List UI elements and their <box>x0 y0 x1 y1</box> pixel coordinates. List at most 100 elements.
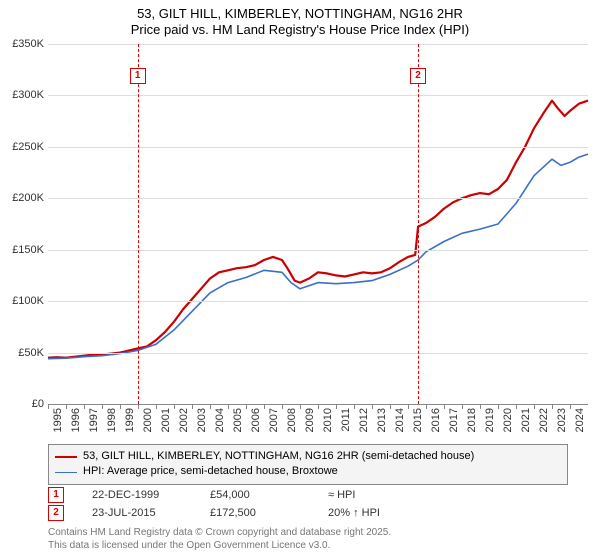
x-tick <box>156 404 157 409</box>
y-gridline <box>48 44 588 45</box>
title-line-2: Price paid vs. HM Land Registry's House … <box>0 22 600 38</box>
sales-row: 1 22-DEC-1999 £54,000 ≈ HPI <box>48 486 418 504</box>
x-axis-label: 2021 <box>520 408 532 432</box>
x-tick <box>228 404 229 409</box>
attribution-line-2: This data is licensed under the Open Gov… <box>48 539 391 552</box>
x-axis-label: 2020 <box>502 408 514 432</box>
x-tick <box>192 404 193 409</box>
x-tick <box>66 404 67 409</box>
y-gridline <box>48 353 588 354</box>
x-tick <box>318 404 319 409</box>
legend-row: HPI: Average price, semi-detached house,… <box>55 464 561 479</box>
x-tick <box>480 404 481 409</box>
x-axis-label: 2003 <box>196 408 208 432</box>
x-tick <box>264 404 265 409</box>
x-axis-label: 2011 <box>340 408 352 432</box>
x-tick <box>102 404 103 409</box>
x-tick <box>552 404 553 409</box>
x-axis-label: 2013 <box>376 408 388 432</box>
series-line <box>48 101 588 358</box>
title-block: 53, GILT HILL, KIMBERLEY, NOTTINGHAM, NG… <box>0 0 600 39</box>
x-axis-label: 2006 <box>250 408 262 432</box>
x-tick <box>336 404 337 409</box>
legend-label: 53, GILT HILL, KIMBERLEY, NOTTINGHAM, NG… <box>83 449 474 464</box>
x-axis-label: 2007 <box>268 408 280 432</box>
x-axis-label: 1999 <box>124 408 136 432</box>
x-tick <box>570 404 571 409</box>
x-tick <box>498 404 499 409</box>
line-series-svg <box>48 44 588 404</box>
y-axis-label: £350K <box>0 38 44 50</box>
x-axis-label: 2001 <box>160 408 172 432</box>
sale-date: 22-DEC-1999 <box>92 489 182 501</box>
sale-price: £172,500 <box>210 507 300 519</box>
x-axis-label: 2002 <box>178 408 190 432</box>
y-gridline <box>48 198 588 199</box>
x-axis-label: 2022 <box>538 408 550 432</box>
x-axis-label: 1996 <box>70 408 82 432</box>
x-axis-label: 2004 <box>214 408 226 432</box>
attribution-line-1: Contains HM Land Registry data © Crown c… <box>48 526 391 539</box>
sales-row: 2 23-JUL-2015 £172,500 20% ↑ HPI <box>48 504 418 522</box>
x-tick <box>372 404 373 409</box>
x-axis-label: 2010 <box>322 408 334 432</box>
x-axis-label: 1998 <box>106 408 118 432</box>
x-tick <box>48 404 49 409</box>
x-tick <box>174 404 175 409</box>
chart-plot-area: £0£50K£100K£150K£200K£250K£300K£350K1995… <box>48 44 588 404</box>
x-axis-label: 2005 <box>232 408 244 432</box>
x-tick <box>408 404 409 409</box>
sale-marker-icon: 2 <box>48 505 64 521</box>
x-tick <box>138 404 139 409</box>
sales-table: 1 22-DEC-1999 £54,000 ≈ HPI 2 23-JUL-2015 £172… <box>48 486 418 522</box>
sale-marker: 1 <box>130 68 146 84</box>
y-axis-label: £150K <box>0 244 44 256</box>
x-tick <box>84 404 85 409</box>
x-axis-label: 2023 <box>556 408 568 432</box>
x-tick <box>300 404 301 409</box>
sale-vline <box>138 44 139 404</box>
x-tick <box>120 404 121 409</box>
sale-date: 23-JUL-2015 <box>92 507 182 519</box>
legend-swatch <box>55 456 77 458</box>
y-axis-label: £100K <box>0 295 44 307</box>
y-axis-label: £0 <box>0 398 44 410</box>
sale-vline <box>418 44 419 404</box>
x-axis-label: 2024 <box>574 408 586 432</box>
x-axis-label: 2017 <box>448 408 460 432</box>
x-axis-label: 2015 <box>412 408 424 432</box>
y-gridline <box>48 250 588 251</box>
title-line-1: 53, GILT HILL, KIMBERLEY, NOTTINGHAM, NG… <box>0 6 600 22</box>
x-tick <box>426 404 427 409</box>
x-tick <box>390 404 391 409</box>
x-axis-label: 2009 <box>304 408 316 432</box>
x-axis-label: 2008 <box>286 408 298 432</box>
y-axis-label: £300K <box>0 89 44 101</box>
x-tick <box>210 404 211 409</box>
sale-delta: ≈ HPI <box>328 489 418 501</box>
legend-box: 53, GILT HILL, KIMBERLEY, NOTTINGHAM, NG… <box>48 444 568 485</box>
x-axis-label: 2016 <box>430 408 442 432</box>
sale-marker-icon: 1 <box>48 487 64 503</box>
x-tick <box>354 404 355 409</box>
x-tick <box>534 404 535 409</box>
x-tick <box>444 404 445 409</box>
series-line <box>48 154 588 359</box>
x-axis-label: 1997 <box>88 408 100 432</box>
x-tick <box>462 404 463 409</box>
x-tick <box>516 404 517 409</box>
y-axis-label: £50K <box>0 347 44 359</box>
chart-container: 53, GILT HILL, KIMBERLEY, NOTTINGHAM, NG… <box>0 0 600 560</box>
legend-label: HPI: Average price, semi-detached house,… <box>83 464 338 479</box>
x-axis-label: 2019 <box>484 408 496 432</box>
sale-price: £54,000 <box>210 489 300 501</box>
x-tick <box>282 404 283 409</box>
y-gridline <box>48 301 588 302</box>
x-axis-label: 2000 <box>142 408 154 432</box>
legend-swatch <box>55 472 77 473</box>
sale-delta: 20% ↑ HPI <box>328 507 418 519</box>
legend-row: 53, GILT HILL, KIMBERLEY, NOTTINGHAM, NG… <box>55 449 561 464</box>
x-axis-label: 2014 <box>394 408 406 432</box>
x-axis-label: 2018 <box>466 408 478 432</box>
x-axis-label: 1995 <box>52 408 64 432</box>
